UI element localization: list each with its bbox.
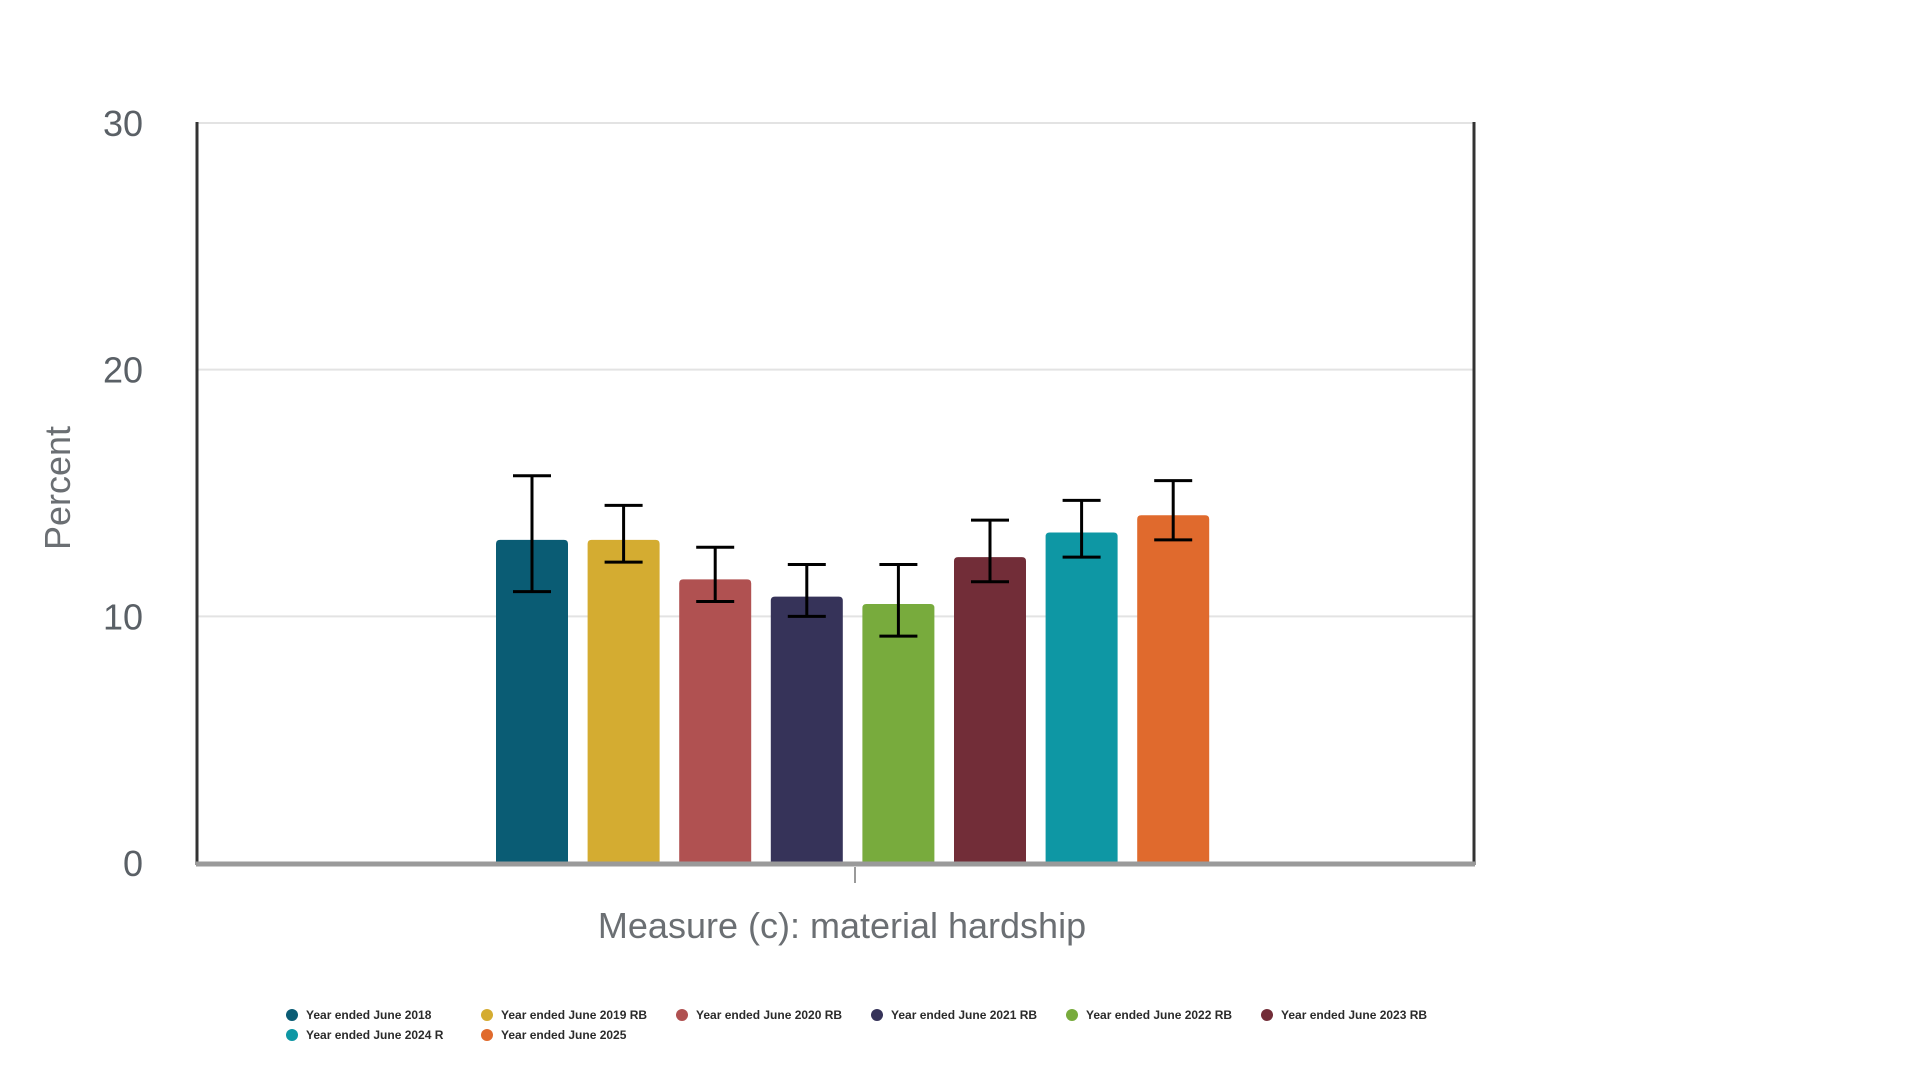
legend-item: Year ended June 2021 RB [871,1008,1037,1022]
bar [862,604,935,863]
bars [496,515,1210,863]
bar [770,596,843,863]
bar [679,579,752,863]
axes [195,122,1476,883]
bar [954,557,1026,863]
bar [1045,532,1118,863]
legend-swatch [481,1029,493,1041]
bar [587,539,660,863]
legend-swatch [481,1009,493,1021]
legend-label: Year ended June 2021 RB [891,1008,1037,1022]
y-tick-label: 10 [103,596,143,637]
y-tick-labels: 0 10 20 30 [103,103,143,884]
legend-item: Year ended June 2023 RB [1261,1008,1427,1022]
legend-label: Year ended June 2023 RB [1281,1008,1427,1022]
legend-swatch [286,1009,298,1021]
legend-swatch [676,1009,688,1021]
legend-label: Year ended June 2019 RB [501,1008,647,1022]
y-tick-label: 20 [103,350,143,391]
y-axis-title: Percent [37,426,78,550]
legend-label: Year ended June 2022 RB [1086,1008,1232,1022]
legend-swatch [286,1029,298,1041]
legend-item: Year ended June 2024 R [286,1028,444,1042]
legend: Year ended June 2018 Year ended June 2019… [286,1008,1427,1042]
y-tick-label: 30 [103,103,143,144]
error-bars [513,474,1193,638]
legend-item: Year ended June 2019 RB [481,1008,647,1022]
x-axis-title: Measure (c): material hardship [598,905,1086,946]
legend-swatch [1066,1009,1078,1021]
y-tick-label: 0 [123,843,143,884]
legend-label: Year ended June 2018 [306,1008,432,1022]
legend-item: Year ended June 2025 [481,1028,627,1042]
legend-item: Year ended June 2018 [286,1008,432,1022]
gridlines [197,122,1474,618]
bar [1137,515,1210,863]
legend-swatch [871,1009,883,1021]
legend-label: Year ended June 2024 R [306,1028,444,1042]
legend-item: Year ended June 2020 RB [676,1008,842,1022]
legend-swatch [1261,1009,1273,1021]
bar [496,539,568,863]
legend-label: Year ended June 2025 [501,1028,627,1042]
legend-item: Year ended June 2022 RB [1066,1008,1232,1022]
legend-label: Year ended June 2020 RB [696,1008,842,1022]
